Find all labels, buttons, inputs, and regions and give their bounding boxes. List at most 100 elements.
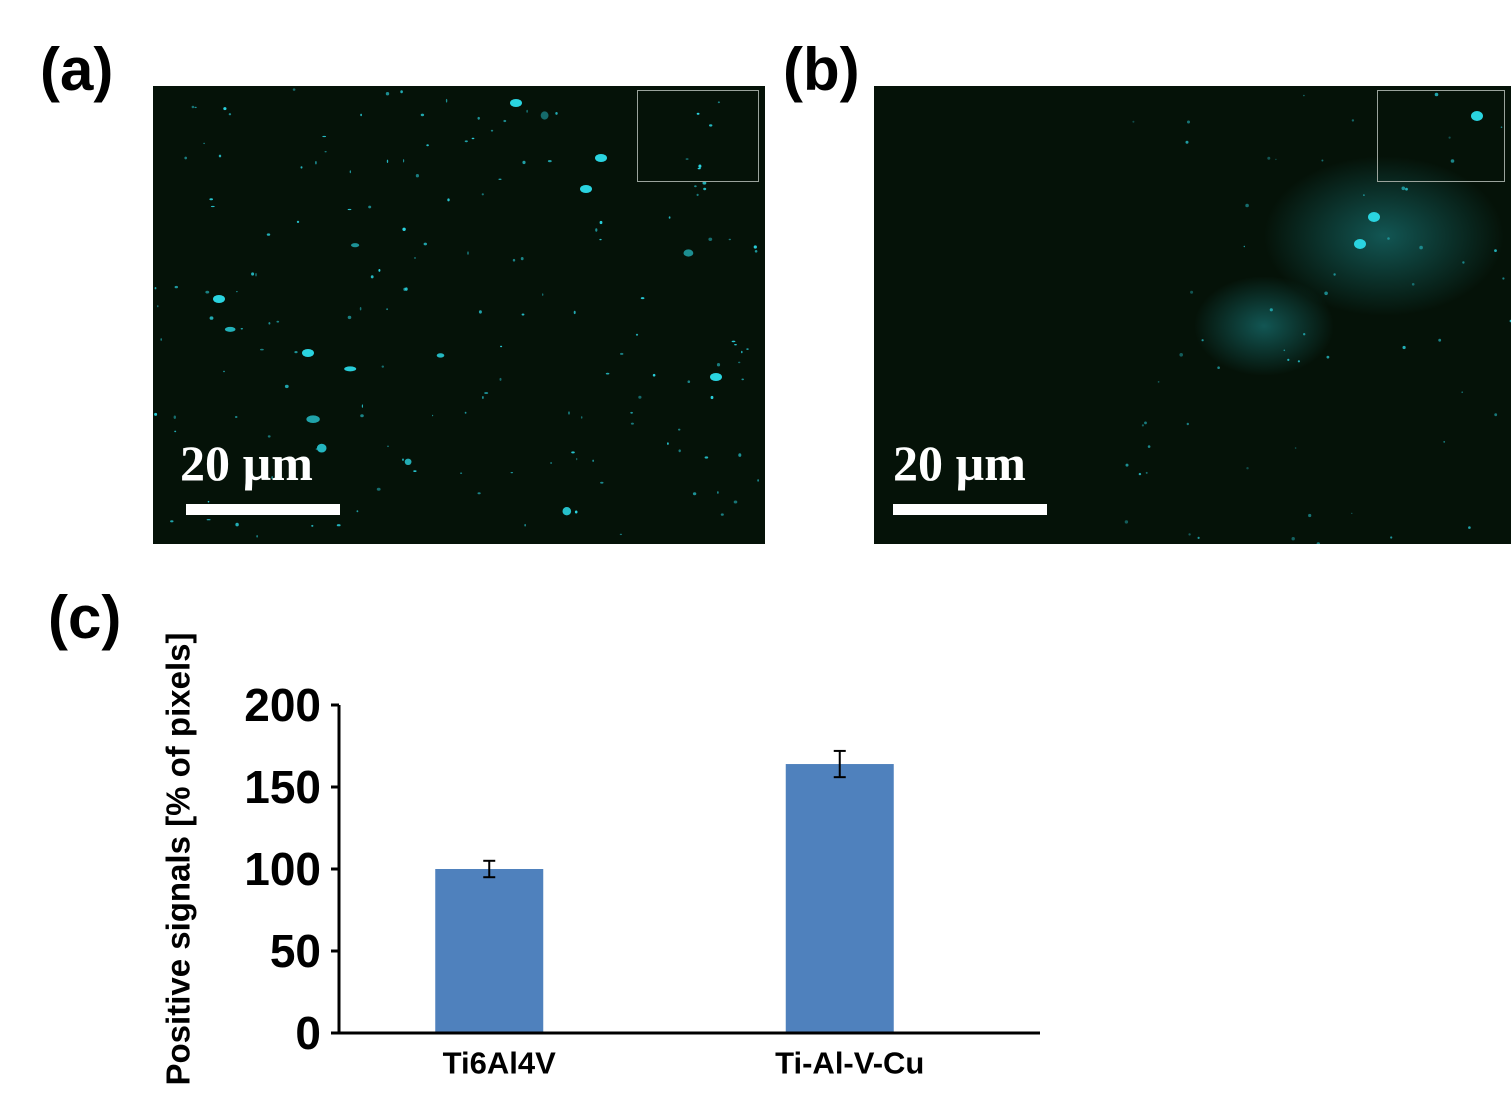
signal-speck — [324, 151, 327, 153]
signal-speck — [1275, 158, 1277, 161]
signal-cluster — [1471, 111, 1483, 121]
signal-speck — [336, 524, 341, 527]
signal-speck — [573, 310, 576, 315]
signal-speck — [1411, 283, 1415, 286]
signal-speck — [630, 411, 633, 414]
signal-speck — [694, 185, 697, 188]
signal-speck — [738, 453, 742, 457]
signal-speck — [1291, 537, 1295, 541]
signal-speck — [413, 470, 417, 472]
signal-speck — [414, 257, 416, 259]
signal-speck — [692, 492, 697, 496]
signal-speck — [387, 445, 389, 448]
signal-speck — [464, 140, 468, 143]
signal-speck — [741, 350, 743, 354]
signal-speck — [447, 198, 450, 202]
signal-speck — [415, 174, 419, 178]
signal-speck — [635, 333, 639, 336]
signal-speck — [445, 98, 448, 103]
signal-speck — [206, 519, 211, 521]
signal-speck — [184, 156, 187, 160]
signal-speck — [1157, 381, 1160, 383]
signal-speck — [1186, 422, 1189, 426]
signal-speck — [503, 119, 507, 123]
signal-speck — [478, 310, 482, 314]
signal-speck — [1502, 277, 1505, 280]
signal-speck — [235, 522, 239, 527]
scale-bar-a — [186, 504, 340, 515]
signal-speck — [638, 395, 642, 399]
signal-speck — [1125, 463, 1129, 467]
signal-speck — [266, 233, 271, 236]
signal-speck — [205, 290, 210, 294]
signal-speck — [276, 320, 280, 323]
signal-speck — [1419, 245, 1423, 250]
signal-speck — [1124, 520, 1129, 524]
signal-speck — [687, 380, 691, 384]
signal-speck — [400, 90, 403, 94]
signal-speck — [652, 373, 656, 377]
signal-speck — [599, 220, 603, 225]
signal-speck — [306, 415, 320, 424]
signal-speck — [224, 326, 236, 332]
signal-speck — [741, 378, 744, 381]
signal-speck — [360, 414, 364, 418]
signal-speck — [1269, 308, 1273, 312]
signal-speck — [157, 305, 159, 308]
signal-speck — [1287, 358, 1290, 361]
signal-speck — [460, 472, 463, 474]
signal-speck — [464, 411, 467, 414]
signal-speck — [1387, 237, 1390, 240]
signal-speck — [251, 272, 255, 276]
signal-speck — [1333, 273, 1336, 276]
signal-speck — [349, 170, 351, 174]
signal-speck — [359, 307, 362, 311]
signal-speck — [1179, 353, 1183, 357]
signal-speck — [154, 412, 158, 416]
signal-speck — [1461, 391, 1463, 394]
signal-speck — [477, 492, 481, 495]
signal-speck — [344, 366, 357, 372]
signal-speck — [467, 251, 469, 255]
signal-speck — [1187, 120, 1190, 124]
signal-speck — [708, 237, 713, 241]
signal-speck — [209, 316, 214, 320]
fluorescence-signals-a — [154, 88, 759, 538]
signal-speck — [1190, 290, 1194, 294]
signal-speck — [754, 250, 758, 253]
signal-speck — [351, 243, 360, 248]
signal-speck — [315, 448, 318, 451]
fluorescence-signals-b — [1124, 92, 1511, 544]
signal-speck — [510, 472, 514, 474]
signal-speck — [640, 297, 645, 300]
y-tick-label: 100 — [244, 843, 321, 895]
signal-speck — [381, 365, 384, 368]
signal-speck — [757, 479, 759, 482]
signal-speck — [260, 348, 264, 351]
signal-speck — [592, 459, 594, 462]
signal-speck — [484, 392, 489, 394]
signal-speck — [1132, 120, 1135, 123]
signal-speck — [630, 422, 634, 425]
x-tick-label: Ti6Al4V — [443, 1046, 556, 1081]
signal-speck — [477, 116, 480, 120]
signal-speck — [1468, 526, 1471, 529]
signal-speck — [426, 144, 429, 147]
signal-speck — [1402, 345, 1406, 350]
signal-speck — [296, 220, 300, 223]
signal-speck — [370, 275, 374, 279]
scale-bar-label-a: 20 µm — [180, 435, 313, 491]
signal-speck — [284, 384, 289, 389]
signal-speck — [432, 414, 434, 417]
signal-speck — [315, 161, 317, 165]
signal-speck — [404, 458, 412, 465]
signal-cluster — [1354, 239, 1366, 249]
signal-speck — [555, 112, 558, 115]
signal-speck — [697, 167, 701, 170]
signal-speck — [521, 313, 525, 316]
signal-speck — [576, 457, 578, 461]
y-tick-label: 50 — [270, 925, 321, 977]
signal-speck — [571, 451, 575, 454]
signal-speck — [356, 510, 359, 513]
signal-speck — [620, 352, 624, 355]
